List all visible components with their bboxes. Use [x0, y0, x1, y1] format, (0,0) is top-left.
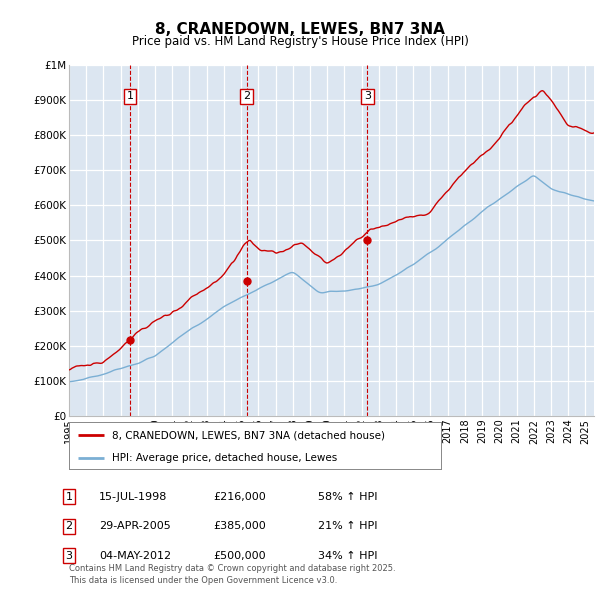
Text: 21% ↑ HPI: 21% ↑ HPI: [318, 522, 377, 531]
Text: 1: 1: [65, 492, 73, 502]
Text: Price paid vs. HM Land Registry's House Price Index (HPI): Price paid vs. HM Land Registry's House …: [131, 35, 469, 48]
Text: 8, CRANEDOWN, LEWES, BN7 3NA (detached house): 8, CRANEDOWN, LEWES, BN7 3NA (detached h…: [112, 430, 385, 440]
Text: £500,000: £500,000: [213, 551, 266, 560]
Text: 3: 3: [65, 551, 73, 560]
Text: 58% ↑ HPI: 58% ↑ HPI: [318, 492, 377, 502]
Text: 8, CRANEDOWN, LEWES, BN7 3NA: 8, CRANEDOWN, LEWES, BN7 3NA: [155, 22, 445, 37]
Text: HPI: Average price, detached house, Lewes: HPI: Average price, detached house, Lewe…: [112, 453, 337, 463]
Text: 3: 3: [364, 91, 371, 101]
Text: 2: 2: [65, 522, 73, 531]
Text: £216,000: £216,000: [213, 492, 266, 502]
Text: 1: 1: [127, 91, 133, 101]
Text: Contains HM Land Registry data © Crown copyright and database right 2025.
This d: Contains HM Land Registry data © Crown c…: [69, 565, 395, 585]
Text: £385,000: £385,000: [213, 522, 266, 531]
Text: 34% ↑ HPI: 34% ↑ HPI: [318, 551, 377, 560]
Text: 2: 2: [243, 91, 250, 101]
Text: 29-APR-2005: 29-APR-2005: [99, 522, 171, 531]
Text: 04-MAY-2012: 04-MAY-2012: [99, 551, 171, 560]
Text: 15-JUL-1998: 15-JUL-1998: [99, 492, 167, 502]
